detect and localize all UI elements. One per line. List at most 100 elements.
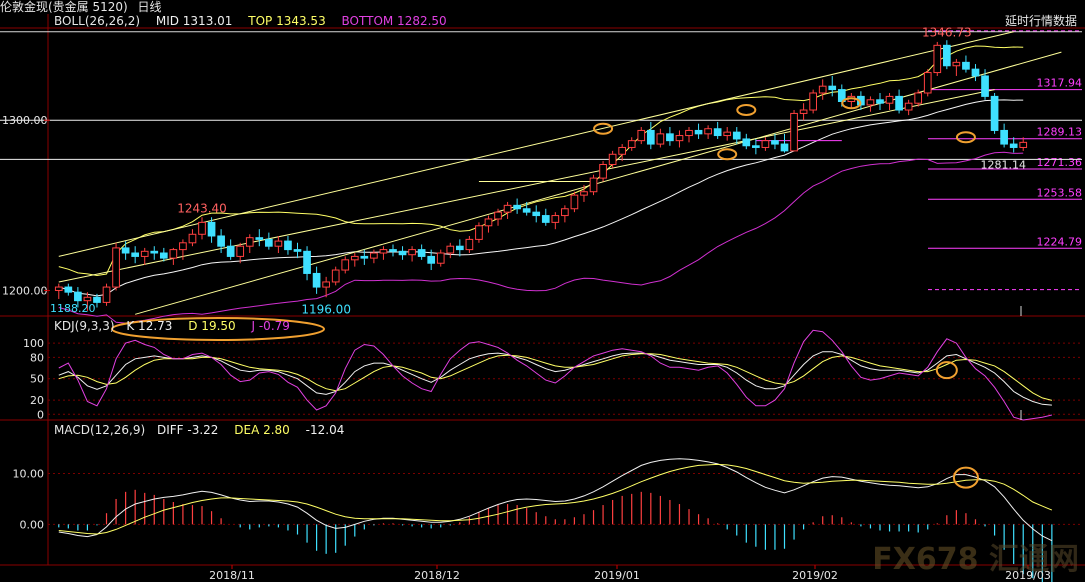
trend-channel-upper: [58, 31, 1014, 257]
candle-body: [102, 286, 111, 303]
macd-indicator-label[interactable]: MACD(12,26,9): [54, 423, 146, 437]
candle-body: [541, 215, 550, 223]
candle-body: [704, 128, 712, 135]
candle-body: [1000, 129, 1008, 145]
boll-mid-value: MID 1313.01: [155, 14, 233, 28]
candle-body: [990, 95, 999, 131]
candle-body: [580, 191, 588, 196]
highlight-circle-macd: [952, 466, 979, 489]
delayed-notice: 延时行情数据: [1005, 13, 1077, 29]
candle-body: [93, 296, 101, 303]
candle-body: [408, 249, 416, 256]
candle-body: [446, 245, 455, 254]
kdj-d-value: D 19.50: [188, 319, 236, 333]
annotation-high: 1346.73: [922, 26, 972, 40]
highlight-circle-kdj: [935, 361, 958, 380]
candle-body: [694, 129, 703, 135]
price-axis-tick: 1200.00: [2, 284, 48, 297]
candle-body: [112, 247, 120, 288]
candle-body: [436, 252, 445, 264]
candle-body: [427, 255, 436, 264]
candle-body: [646, 129, 655, 145]
candle-body: [331, 269, 340, 283]
candle-body: [627, 140, 636, 148]
boll-top-line: [58, 45, 1024, 277]
highlight-circle-kdj-legend: [111, 317, 325, 341]
kdj-j-value: J -0.79: [251, 319, 290, 333]
candle-body: [618, 146, 627, 155]
candle-body: [923, 72, 932, 94]
candle-body: [828, 85, 837, 91]
period-label[interactable]: 日线: [137, 0, 162, 14]
macd-axis-tick: 10.00: [13, 468, 45, 481]
candle-body: [752, 145, 760, 148]
candle-body: [666, 133, 674, 142]
candle-body: [475, 225, 483, 240]
candle-body: [608, 153, 617, 165]
candle-body: [971, 68, 980, 77]
candle-body: [589, 177, 598, 193]
candle-body: [150, 250, 159, 254]
candle-body: [790, 112, 798, 152]
candle-body: [484, 218, 493, 227]
candle-body: [274, 240, 283, 247]
x-axis-tick: 2018/11: [209, 569, 255, 582]
candle-body: [140, 250, 149, 257]
candle-body: [293, 249, 302, 252]
boll-top-value: TOP 1343.53: [248, 14, 326, 28]
candle-body: [876, 99, 884, 104]
candle-body: [455, 245, 464, 251]
candle-body: [933, 44, 942, 74]
candle-body: [312, 272, 321, 288]
candle-body: [895, 95, 903, 111]
macd-diff-value: DIFF -3.22: [156, 423, 219, 437]
candle-body: [417, 249, 426, 257]
watermark-cn: 汇通网: [989, 542, 1079, 577]
macd-line-dea: [58, 463, 1053, 535]
kdj-axis-tick: 50: [30, 373, 44, 386]
delayed-label: 延时行情数据: [1004, 14, 1077, 28]
candle-body: [341, 259, 350, 271]
candle-body: [532, 211, 541, 217]
kdj-indicator-label[interactable]: KDJ(9,3,3): [54, 319, 115, 333]
candle-body: [83, 296, 92, 302]
fib-level-label: 1289.13: [1037, 126, 1083, 139]
candle-body: [570, 194, 579, 210]
candle-body: [742, 138, 751, 147]
candle-body: [780, 143, 789, 152]
candle-body: [322, 281, 330, 288]
kdj-axis-tick: 0: [37, 408, 44, 421]
trend-channel-lower: [135, 51, 1062, 315]
x-axis-tick: 2019/01: [594, 569, 640, 582]
candle-body: [494, 211, 502, 220]
candle-body: [761, 140, 770, 148]
candle-body: [732, 131, 741, 140]
candle-body: [952, 61, 961, 67]
candle-body: [284, 240, 292, 251]
boll-indicator-label[interactable]: BOLL(26,26,2): [54, 14, 141, 28]
candle-body: [121, 247, 130, 254]
kdj-axis-tick: 100: [23, 337, 44, 350]
watermark-logo: FX678 汇通网: [872, 534, 1079, 578]
boll-bottom-line: [58, 151, 1024, 324]
kdj-k-value: K 12.73: [126, 319, 173, 333]
annotation-peak: 1243.40: [177, 202, 227, 216]
candle-body: [723, 131, 732, 137]
kdj-line-j: [58, 329, 1053, 421]
macd-legend: MACD(12,26,9) DIFF -3.22 DEA 2.80 -12.04: [54, 422, 356, 438]
candle-body: [370, 252, 378, 259]
highlight-circle: [955, 131, 976, 144]
macd-line-diff: [58, 458, 1053, 542]
candle-body: [74, 291, 82, 302]
boll-bottom-value: BOTTOM 1282.50: [341, 14, 447, 28]
candle-body: [522, 208, 531, 213]
kdj-axis-tick: 80: [30, 351, 44, 364]
candle-body: [1019, 141, 1028, 148]
candle-body: [771, 140, 779, 145]
candle-body: [169, 249, 178, 259]
candle-body: [159, 252, 168, 259]
candle-body: [713, 128, 722, 137]
candle-body: [465, 238, 474, 251]
fib-level-label: 1224.79: [1037, 235, 1083, 248]
